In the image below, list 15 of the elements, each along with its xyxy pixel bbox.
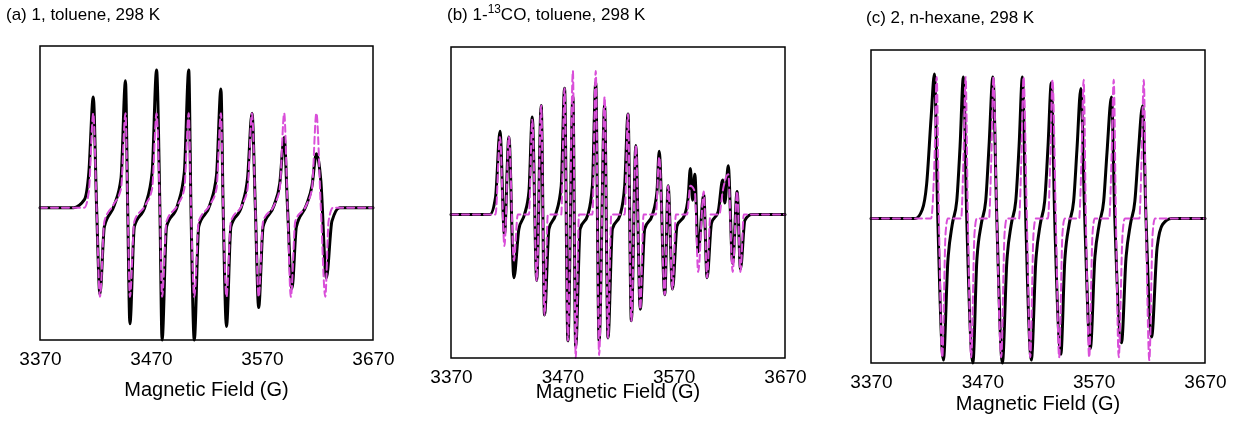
x-tick-label: 3370 — [19, 347, 62, 369]
chart-title: (b) 1-$^{13}$CO, toluene, 298 K — [447, 2, 647, 24]
x-tick-label: 3670 — [1184, 370, 1227, 392]
x-tick-label: 3670 — [352, 347, 395, 369]
x-tick-label: 3370 — [430, 365, 473, 387]
x-tick-label: 3370 — [850, 370, 893, 392]
x-tick-label: 3570 — [241, 347, 284, 369]
chart-title: (c) 2, n-hexane, 298 K — [866, 8, 1035, 27]
chart-title: (a) 1, toluene, 298 K — [6, 5, 161, 24]
x-tick-label: 3470 — [961, 370, 1004, 392]
x-tick-label: 3470 — [130, 347, 173, 369]
x-axis-title: Magnetic Field (G) — [124, 378, 289, 400]
x-tick-label: 3570 — [1073, 370, 1116, 392]
x-tick-label: 3670 — [764, 365, 807, 387]
x-axis-title: Magnetic Field (G) — [955, 392, 1121, 414]
